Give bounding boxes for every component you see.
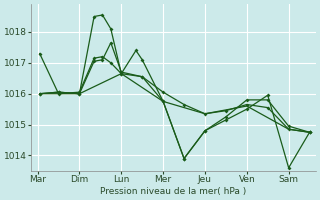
X-axis label: Pression niveau de la mer( hPa ): Pression niveau de la mer( hPa ) bbox=[100, 187, 247, 196]
